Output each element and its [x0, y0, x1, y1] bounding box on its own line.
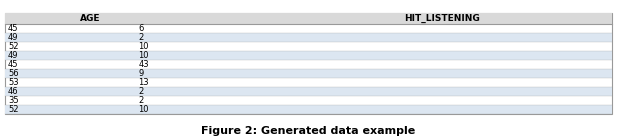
Text: 52: 52: [8, 105, 19, 114]
Text: 49: 49: [8, 33, 19, 42]
Text: 6: 6: [138, 24, 144, 33]
Text: 9: 9: [138, 69, 144, 78]
Text: Figure 2: Generated data example: Figure 2: Generated data example: [201, 126, 416, 136]
Bar: [5, 87, 612, 96]
Text: 46: 46: [8, 87, 19, 96]
Text: 35: 35: [8, 96, 19, 105]
Bar: [5, 33, 612, 42]
Text: 52: 52: [8, 42, 19, 51]
Text: HIT_LISTENING: HIT_LISTENING: [404, 14, 480, 23]
Text: 10: 10: [138, 51, 149, 60]
Text: 2: 2: [138, 96, 144, 105]
Text: 56: 56: [8, 69, 19, 78]
Text: 2: 2: [138, 33, 144, 42]
Bar: [5, 13, 612, 114]
Bar: [5, 105, 612, 114]
Text: 49: 49: [8, 51, 19, 60]
Text: 53: 53: [8, 78, 19, 87]
Bar: [5, 69, 612, 78]
Bar: [5, 51, 612, 60]
Text: 13: 13: [138, 78, 149, 87]
Text: 45: 45: [8, 24, 19, 33]
Text: 2: 2: [138, 87, 144, 96]
Text: 43: 43: [138, 60, 149, 69]
Text: 45: 45: [8, 60, 19, 69]
Text: 10: 10: [138, 105, 149, 114]
Text: 10: 10: [138, 42, 149, 51]
Bar: [5, 13, 612, 24]
Text: AGE: AGE: [80, 14, 100, 23]
